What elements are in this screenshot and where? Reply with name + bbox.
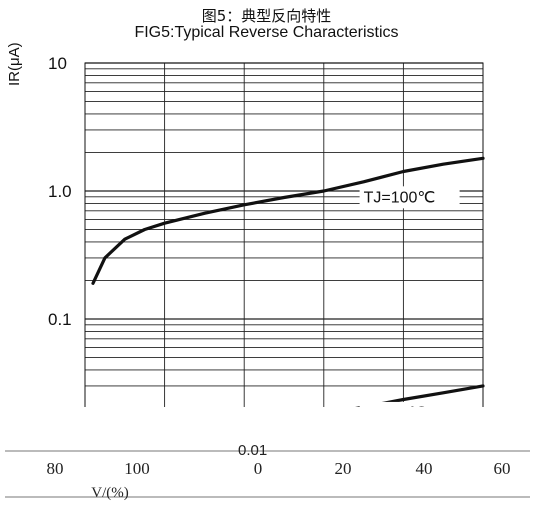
x-tick-label: 80	[47, 459, 64, 478]
y-tick-label: 0.1	[48, 310, 72, 329]
label-layer: TJ=100℃TJ=25℃	[359, 186, 460, 424]
plot-frame	[84, 62, 484, 451]
series-label: TJ=100℃	[364, 189, 436, 206]
y-tick-label: 0.01	[238, 442, 267, 459]
y-tick-label: 10	[48, 54, 67, 73]
x-tick-label: 60	[494, 459, 511, 478]
x-tick-label: 40	[416, 459, 433, 478]
x-axis-label: V/(%)	[91, 485, 129, 501]
x-axis-band: 80 100 0 20 40 60 V/(%) 0.01	[0, 407, 533, 507]
x-tick-label: 20	[335, 459, 352, 478]
chart-title: 图5：典型反向特性	[201, 7, 332, 25]
grid-layer	[85, 62, 483, 450]
y-tick-labels: 101.00.10.01	[48, 54, 81, 457]
series-label-bg	[359, 186, 460, 209]
chart-subtitle: FIG5:Typical Reverse Characteristics	[134, 24, 399, 41]
series-line	[91, 156, 485, 285]
axis-band-bg	[0, 407, 533, 507]
y-tick-label: 1.0	[48, 182, 72, 201]
x-tick-label: 0	[254, 459, 263, 478]
x-tick-label: 100	[124, 459, 150, 478]
